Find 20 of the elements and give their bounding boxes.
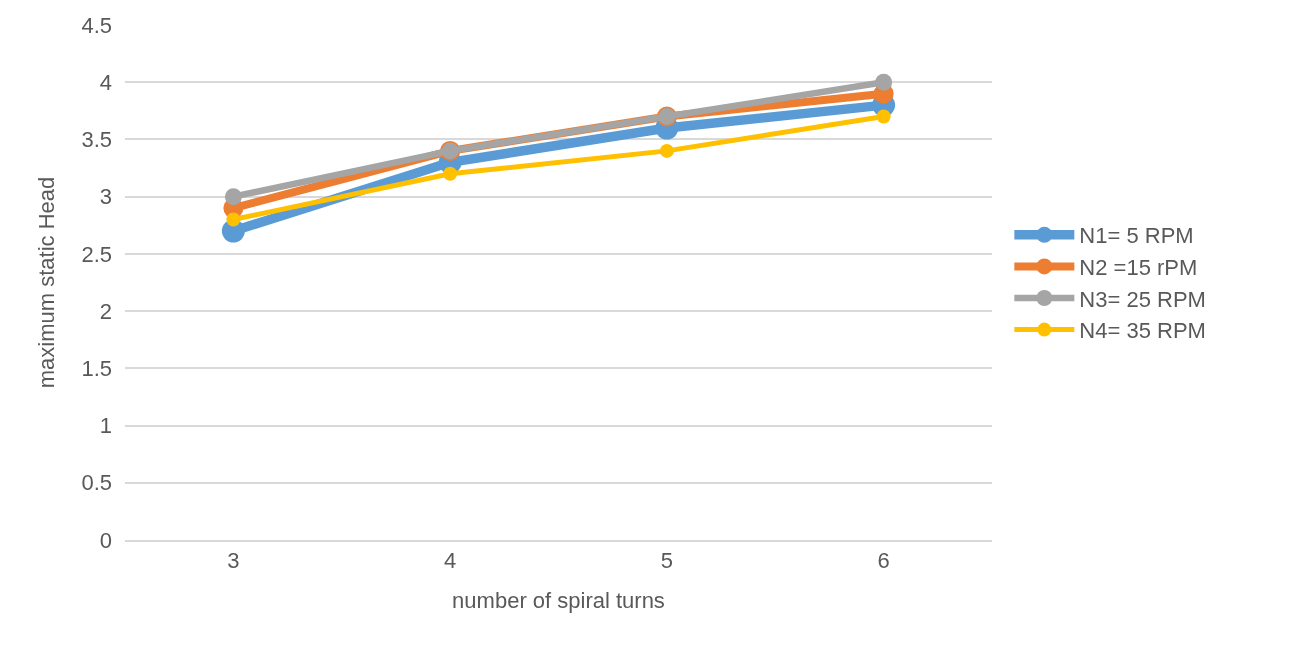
x-axis-title: number of spiral turns (452, 587, 665, 613)
x-tick-label: 4 (444, 548, 457, 574)
y-tick-label: 4.5 (81, 12, 112, 38)
legend-label: N2 =15 rPM (1079, 254, 1198, 280)
y-tick-label: 1.5 (81, 356, 112, 382)
x-tick-label: 5 (660, 548, 674, 574)
legend-label: N4= 35 RPM (1079, 318, 1206, 344)
legend-label: N3= 25 RPM (1079, 286, 1206, 312)
y-tick-label: 2 (99, 298, 112, 324)
y-tick-label: 0 (99, 527, 112, 553)
y-tick-label: 0.5 (81, 470, 112, 496)
x-tick-label: 6 (877, 548, 890, 574)
y-axis-title: maximum static Head (34, 176, 60, 389)
legend-label: N1= 5 RPM (1079, 223, 1194, 249)
y-tick-label: 1 (99, 413, 112, 439)
y-tick-label: 4 (99, 69, 112, 95)
y-tick-label: 3 (99, 184, 112, 210)
y-tick-label: 3.5 (81, 127, 112, 153)
x-tick-label: 3 (227, 548, 240, 574)
y-tick-label: 2.5 (81, 241, 112, 267)
